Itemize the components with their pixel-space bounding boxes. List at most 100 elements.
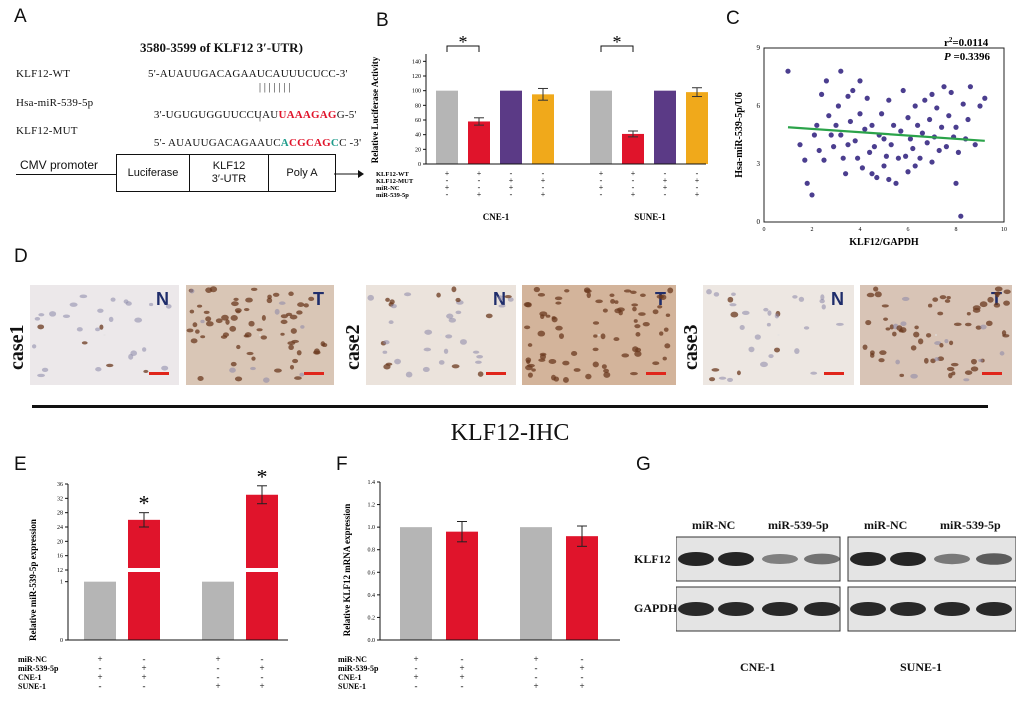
data-point	[838, 132, 844, 138]
ihc-nucleus	[993, 302, 1001, 308]
ihc-nucleus	[143, 369, 149, 373]
data-point	[905, 115, 911, 121]
x-axis-label: KLF12/GAPDH	[849, 237, 919, 248]
ihc-nucleus	[963, 378, 970, 382]
scale-bar	[824, 372, 844, 375]
row-sign: -	[664, 190, 667, 199]
y-tick-label: 0.2	[368, 615, 376, 621]
data-point	[857, 111, 863, 117]
ihc-nucleus	[925, 333, 932, 338]
ihc-nucleus	[291, 339, 299, 343]
ihc-nucleus	[477, 371, 484, 377]
ihc-nucleus	[455, 297, 461, 303]
ihc-nucleus	[34, 316, 41, 321]
ihc-nucleus	[263, 377, 270, 383]
blot-band-klf12	[890, 552, 926, 566]
ihc-nucleus	[485, 313, 493, 319]
r2-annotation: r2=0.0114	[944, 36, 989, 49]
ihc-nucleus	[221, 314, 229, 321]
ihc-nucleus	[657, 305, 663, 309]
row-sign: +	[541, 190, 546, 199]
ihc-nucleus	[759, 361, 768, 368]
ihc-nucleus	[313, 350, 321, 355]
ihc-nucleus	[385, 297, 390, 302]
data-point	[927, 116, 933, 123]
data-point	[898, 128, 904, 134]
ihc-nucleus	[586, 292, 591, 299]
panel-label-g: G	[636, 454, 651, 475]
y-tick-label: 40	[415, 133, 421, 139]
ihc-nucleus	[970, 358, 977, 365]
ihc-nucleus	[987, 296, 994, 303]
ihc-nucleus	[555, 301, 562, 305]
data-point	[905, 169, 911, 175]
data-point	[965, 116, 971, 123]
row-label: miR-NC	[338, 655, 367, 664]
blot-band-klf12	[976, 553, 1012, 565]
data-point	[907, 136, 913, 142]
blot-header-nc-2: miR-NC	[864, 518, 908, 532]
row-sign: -	[143, 654, 146, 664]
ihc-nucleus	[964, 322, 972, 327]
ihc-nucleus	[592, 361, 599, 368]
ihc-nucleus	[711, 368, 720, 372]
ihc-nucleus	[205, 321, 214, 327]
data-point	[845, 93, 851, 99]
data-point	[833, 122, 839, 128]
bar	[520, 527, 552, 640]
ihc-t-label: T	[313, 289, 324, 309]
ihc-nucleus	[551, 316, 556, 320]
ihc-nucleus	[866, 292, 875, 298]
ihc-nucleus	[766, 322, 771, 327]
y-axis-label: Hsa-miR-539-5p/U6	[734, 92, 745, 178]
data-point	[850, 87, 856, 94]
ihc-case2-normal: N	[366, 285, 516, 385]
data-point	[823, 78, 829, 84]
row-sign: -	[581, 672, 584, 682]
ihc-nucleus	[593, 334, 598, 338]
ihc-nucleus	[754, 334, 761, 340]
row-sign: +	[141, 663, 146, 673]
ihc-nucleus	[970, 366, 979, 372]
ihc-nucleus	[234, 376, 243, 382]
data-point	[811, 132, 817, 138]
ihc-nucleus	[554, 296, 563, 301]
klf12-mut-label: KLF12-MUT	[16, 125, 78, 137]
ihc-nucleus	[652, 361, 660, 366]
blot-band-gapdh	[890, 602, 926, 616]
data-point	[838, 68, 844, 74]
y-tick-label: 1.2	[368, 503, 376, 509]
blot-band-klf12	[718, 552, 754, 566]
ihc-nucleus	[523, 302, 532, 307]
ihc-nucleus	[979, 301, 988, 308]
ihc-nucleus	[299, 372, 305, 377]
blot-band-gapdh	[976, 602, 1012, 616]
ihc-nucleus	[149, 302, 154, 307]
ihc-nucleus	[548, 359, 557, 364]
row-sign: +	[445, 169, 450, 178]
ihc-nucleus	[932, 297, 939, 302]
bar	[590, 90, 612, 164]
ihc-nucleus	[245, 297, 253, 303]
ihc-nucleus	[610, 299, 616, 304]
ihc-nucleus	[603, 368, 609, 373]
data-point	[802, 157, 808, 163]
ihc-nucleus	[739, 325, 745, 330]
data-point	[953, 180, 959, 186]
ihc-nucleus	[95, 367, 102, 372]
ihc-nucleus	[748, 346, 755, 353]
ihc-nucleus	[165, 304, 172, 309]
row-sign: +	[579, 663, 584, 673]
ihc-nucleus	[274, 368, 282, 373]
ihc-nucleus	[404, 292, 412, 297]
ihc-nucleus	[994, 286, 1003, 292]
ihc-nucleus	[901, 296, 910, 301]
y-tick-label: 3	[757, 160, 761, 168]
ihc-nucleus	[95, 327, 101, 332]
data-point	[955, 149, 961, 155]
panel-label-b: B	[376, 10, 389, 31]
data-point	[816, 147, 822, 154]
ihc-nucleus	[665, 313, 671, 318]
ihc-nucleus	[69, 302, 78, 307]
y-tick-label: 60	[415, 118, 421, 124]
